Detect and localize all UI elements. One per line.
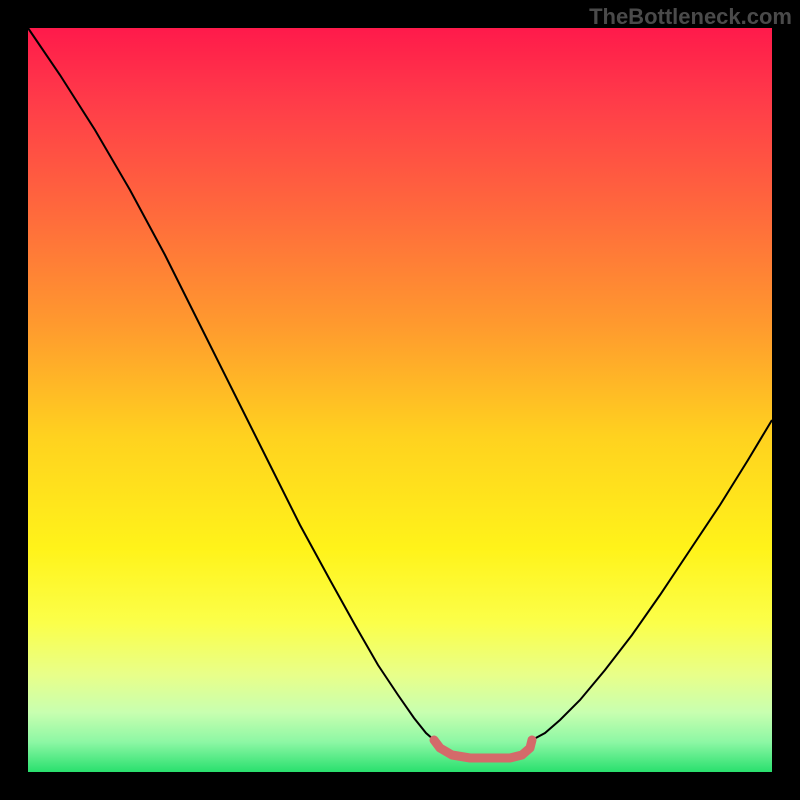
chart-container: TheBottleneck.com — [0, 0, 800, 800]
watermark-text: TheBottleneck.com — [589, 4, 792, 30]
chart-svg — [0, 0, 800, 800]
plot-gradient-area — [28, 28, 772, 772]
